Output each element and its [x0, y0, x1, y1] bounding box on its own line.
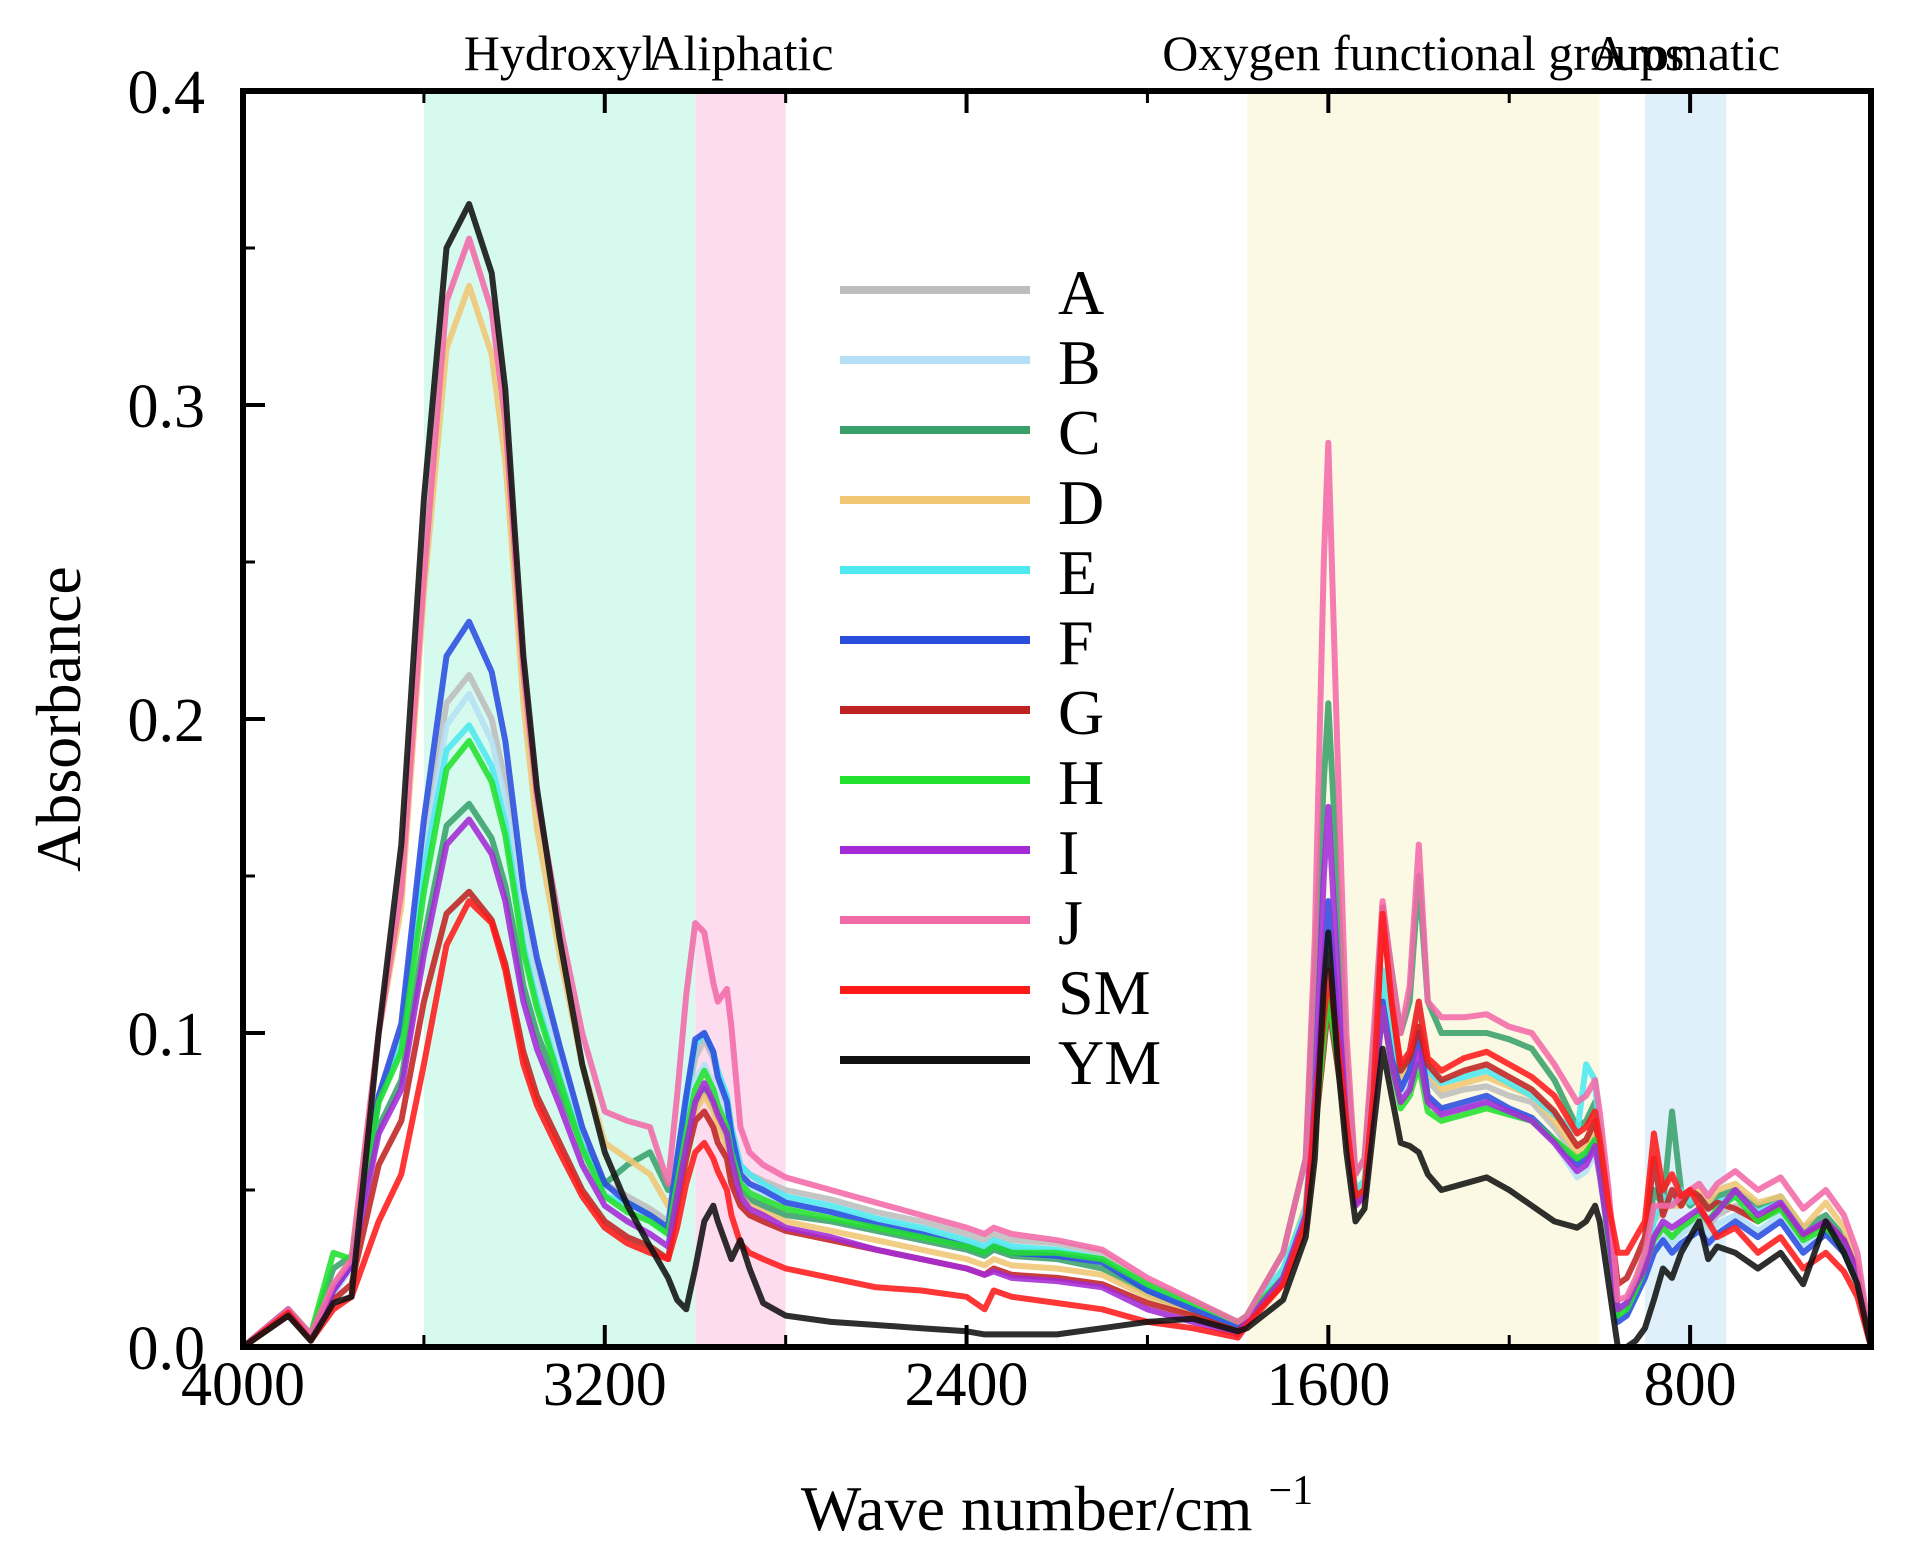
series-line-sm [240, 898, 1874, 1350]
axis-ticks [241, 89, 1693, 1349]
region-aliphatic [695, 91, 786, 1347]
y-tick-label: 0.0 [128, 1315, 206, 1383]
region-label-hydroxyl: Hydroxyl [464, 25, 656, 81]
x-axis-title: Wave number/cm −1 [801, 1468, 1313, 1544]
y-tick-label: 0.4 [128, 59, 206, 127]
legend-label-c: C [1058, 397, 1101, 468]
x-tick-label: 1600 [1266, 1351, 1390, 1419]
legend-label-a: A [1058, 257, 1104, 328]
x-tick-label: 800 [1644, 1351, 1737, 1419]
legend-label-f: F [1058, 607, 1094, 678]
region-label-oxygen-functional-groups: Oxygen functional groups [1162, 25, 1684, 81]
region-label-aliphatic: Aliphatic [647, 25, 833, 81]
legend-label-e: E [1058, 537, 1097, 608]
x-axis-title-superscript: −1 [1268, 1468, 1313, 1514]
x-tick-label: 3200 [543, 1351, 667, 1419]
legend-label-j: J [1058, 887, 1083, 958]
x-tick-label: 4000 [181, 1351, 305, 1419]
legend-label-b: B [1058, 327, 1101, 398]
x-tick-label: 2400 [905, 1351, 1029, 1419]
region-aromatic [1644, 91, 1727, 1347]
series-line-ym [240, 201, 1874, 1350]
legend-label-sm: SM [1058, 957, 1151, 1028]
x-axis-title-text: Wave number/cm [801, 1473, 1253, 1544]
y-axis-title: Absorbance [23, 566, 94, 872]
legend-label-i: I [1058, 817, 1079, 888]
functional-group-regions [423, 91, 1727, 1347]
spectra-lines [240, 201, 1874, 1350]
y-tick-label: 0.2 [128, 687, 206, 755]
legend-label-g: G [1058, 677, 1104, 748]
region-label-aromatic: Aromatic [1591, 25, 1780, 81]
legend-label-h: H [1058, 747, 1104, 818]
axis-tick-labels: 4000 3200 2400 1600 800 0.0 0.1 0.2 0.3 0.4 [128, 59, 1737, 1419]
series-line-j [240, 235, 1874, 1350]
legend-label-ym: YM [1058, 1027, 1161, 1098]
y-tick-label: 0.1 [128, 1001, 206, 1069]
y-tick-label: 0.3 [128, 373, 206, 441]
legend-label-d: D [1058, 467, 1104, 538]
